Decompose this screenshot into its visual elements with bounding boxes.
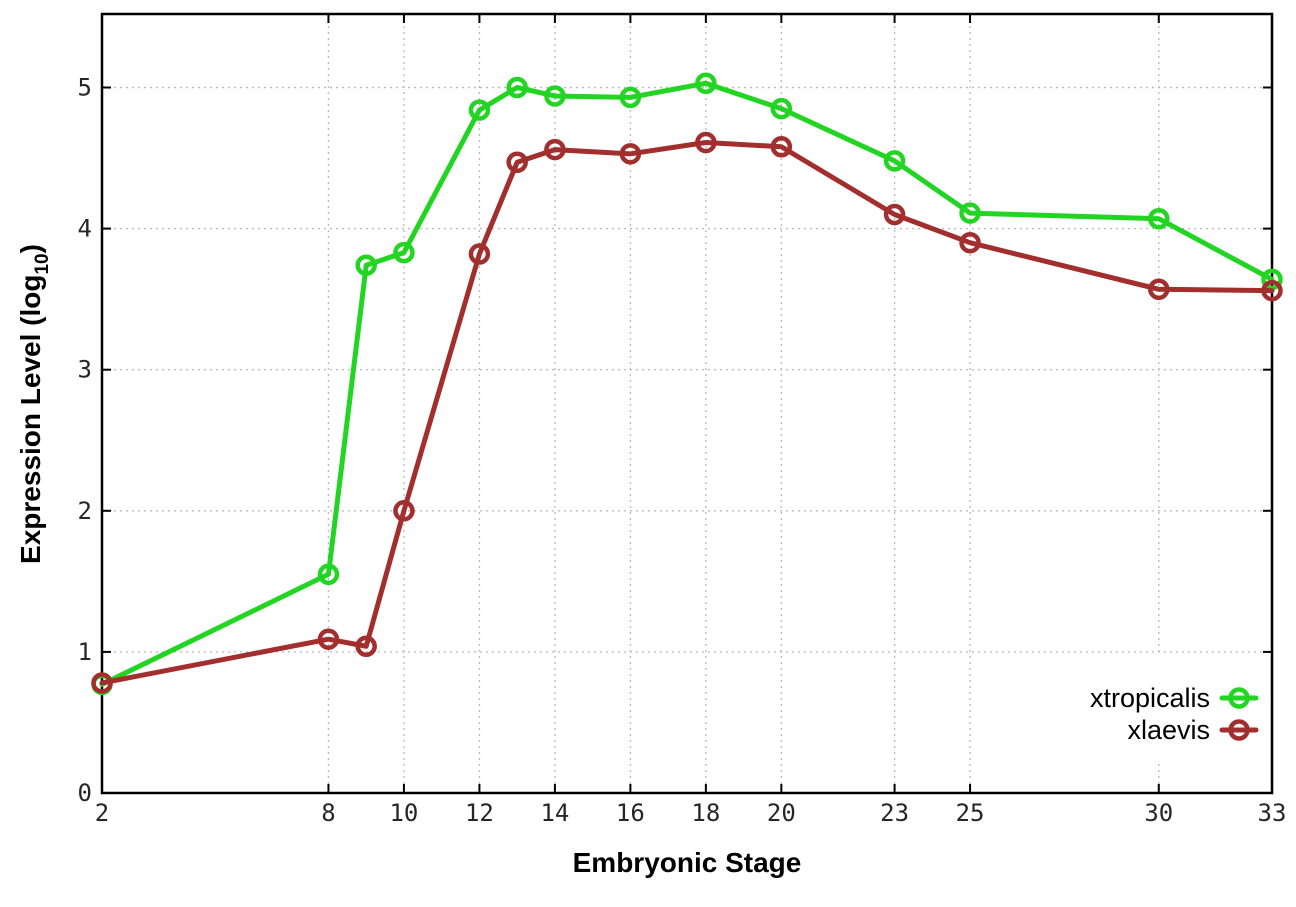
data-series — [91, 72, 1283, 696]
marker-xtropicalis-stage-25 — [959, 202, 981, 224]
x-tick-label-18: 18 — [691, 799, 720, 827]
series-line-xtropicalis — [99, 80, 1275, 687]
series-line-xlaevis — [99, 140, 1275, 686]
plot-border — [100, 12, 1274, 795]
marker-xlaevis-stage-33 — [1261, 279, 1283, 302]
marker-xlaevis-stage-18 — [695, 131, 717, 154]
marker-xtropicalis-stage-23 — [883, 150, 906, 172]
marker-xtropicalis-stage-30 — [1148, 207, 1170, 230]
x-tick-label-2: 2 — [95, 799, 109, 827]
legend-sample-marker-xlaevis — [1228, 719, 1250, 741]
legend-label-xlaevis: xlaevis — [1127, 715, 1210, 745]
marker-xtropicalis-stage-8 — [317, 563, 340, 586]
y-axis-title: Expression Level (log10) — [15, 244, 53, 564]
x-tick-label-23: 23 — [880, 799, 909, 827]
axis-tick-marks — [101, 14, 1273, 794]
x-tick-label-30: 30 — [1144, 799, 1173, 827]
marker-xlaevis-stage-8 — [317, 628, 340, 650]
marker-xtropicalis-stage-9 — [355, 254, 377, 277]
marker-xtropicalis-stage-18 — [695, 72, 717, 95]
marker-xlaevis-stage-12 — [468, 243, 491, 265]
marker-xtropicalis-stage-13 — [506, 76, 528, 99]
marker-xtropicalis-stage-16 — [619, 86, 642, 109]
y-tick-label-4: 4 — [78, 215, 92, 243]
x-tick-label-10: 10 — [389, 799, 418, 827]
marker-xlaevis-stage-14 — [544, 138, 566, 161]
legend-backdrop — [1072, 654, 1270, 764]
x-axis-title: Embryonic Stage — [573, 847, 802, 878]
x-tick-label-14: 14 — [540, 799, 569, 827]
marker-xtropicalis-stage-14 — [544, 85, 566, 107]
marker-xlaevis-stage-20 — [770, 136, 793, 158]
plot-border-rect — [100, 12, 1274, 795]
marker-xtropicalis-stage-10 — [393, 241, 415, 264]
x-tick-label-25: 25 — [956, 799, 985, 827]
legend-background — [1072, 654, 1270, 764]
marker-xlaevis-stage-30 — [1148, 278, 1170, 301]
marker-xlaevis-stage-13 — [506, 151, 528, 174]
y-axis-title-text: Expression Level (log10) — [15, 244, 53, 564]
marker-xtropicalis-stage-20 — [770, 97, 793, 120]
x-tick-label-12: 12 — [465, 799, 494, 827]
x-tick-label-20: 20 — [767, 799, 796, 827]
marker-xtropicalis-stage-33 — [1261, 268, 1283, 291]
marker-xlaevis-stage-2 — [91, 672, 113, 694]
x-tick-label-8: 8 — [321, 799, 335, 827]
marker-xlaevis-stage-23 — [883, 203, 906, 226]
y-tick-label-5: 5 — [78, 74, 92, 102]
x-tick-label-33: 33 — [1258, 799, 1287, 827]
marker-xlaevis-stage-25 — [959, 231, 981, 254]
legend-sample-marker-xtropicalis — [1228, 687, 1250, 709]
marker-xlaevis-stage-16 — [619, 143, 642, 165]
y-tick-label-0: 0 — [78, 779, 92, 807]
y-tick-label-2: 2 — [78, 497, 92, 525]
x-tick-label-16: 16 — [616, 799, 645, 827]
marker-xlaevis-stage-9 — [355, 635, 377, 658]
marker-xtropicalis-stage-12 — [468, 99, 491, 121]
y-tick-label-1: 1 — [78, 638, 92, 666]
legend-label-xtropicalis: xtropicalis — [1090, 683, 1210, 713]
y-tick-label-3: 3 — [78, 356, 92, 384]
marker-xlaevis-stage-10 — [393, 500, 415, 522]
